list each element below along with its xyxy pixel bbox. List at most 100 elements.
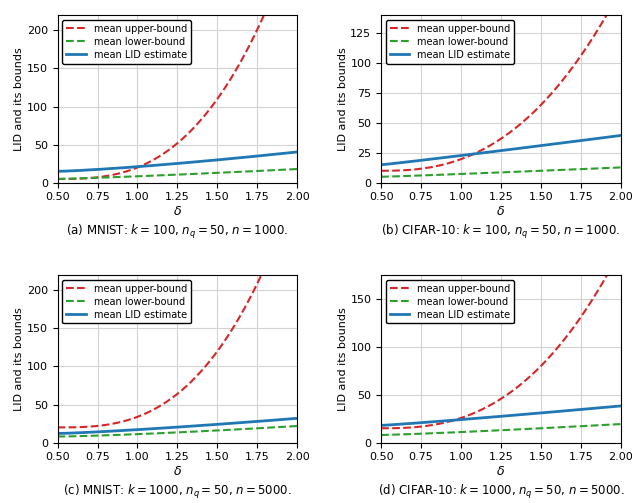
Line: mean LID estimate: mean LID estimate — [381, 406, 621, 426]
mean LID estimate — [282, 150, 289, 156]
mean LID estimate — [605, 404, 612, 410]
mean upper-bound — [54, 176, 61, 182]
Line: mean lower-bound: mean lower-bound — [381, 424, 621, 435]
mean upper-bound — [99, 174, 106, 180]
Line: mean lower-bound: mean lower-bound — [58, 169, 297, 179]
Y-axis label: LID and its bounds: LID and its bounds — [337, 47, 348, 151]
mean lower-bound — [596, 422, 604, 428]
mean lower-bound — [63, 176, 71, 182]
mean upper-bound — [273, 237, 280, 243]
mean LID estimate — [617, 132, 625, 138]
mean lower-bound — [99, 433, 106, 439]
mean upper-bound — [118, 170, 125, 176]
Line: mean LID estimate: mean LID estimate — [58, 418, 297, 434]
mean upper-bound — [378, 425, 385, 431]
X-axis label: $\delta$: $\delta$ — [497, 205, 506, 218]
mean upper-bound — [441, 420, 449, 426]
mean upper-bound — [63, 176, 71, 182]
X-axis label: $\delta$: $\delta$ — [497, 465, 506, 478]
Text: (c) MNIST: $k = 1000$, $n_q = 50$, $n = 5000$.: (c) MNIST: $k = 1000$, $n_q = 50$, $n = … — [63, 483, 292, 501]
Y-axis label: LID and its bounds: LID and its bounds — [338, 307, 348, 410]
mean lower-bound — [422, 173, 429, 179]
mean upper-bound — [605, 269, 612, 275]
mean LID estimate — [118, 428, 125, 434]
mean lower-bound — [68, 176, 76, 182]
mean LID estimate — [54, 431, 61, 437]
Text: (d) CIFAR-10: $k = 1000$, $n_q = 50$, $n = 5000$.: (d) CIFAR-10: $k = 1000$, $n_q = 50$, $n… — [378, 483, 624, 501]
mean lower-bound — [273, 424, 280, 430]
Line: mean upper-bound: mean upper-bound — [58, 0, 297, 179]
Legend: mean upper-bound, mean lower-bound, mean LID estimate: mean upper-bound, mean lower-bound, mean… — [386, 20, 515, 63]
mean lower-bound — [54, 176, 61, 182]
mean LID estimate — [63, 430, 71, 436]
X-axis label: $\delta$: $\delta$ — [173, 465, 182, 478]
mean upper-bound — [422, 165, 429, 171]
mean lower-bound — [378, 174, 385, 180]
mean LID estimate — [378, 423, 385, 429]
mean upper-bound — [293, 183, 301, 189]
mean lower-bound — [605, 165, 612, 171]
mean lower-bound — [422, 431, 429, 437]
mean LID estimate — [68, 430, 76, 436]
mean LID estimate — [63, 168, 71, 174]
Text: (a) MNIST: $k = 100$, $n_q = 50$, $n = 1000$.: (a) MNIST: $k = 100$, $n_q = 50$, $n = 1… — [67, 223, 289, 241]
mean lower-bound — [596, 165, 604, 172]
Legend: mean upper-bound, mean lower-bound, mean LID estimate: mean upper-bound, mean lower-bound, mean… — [63, 280, 191, 323]
mean upper-bound — [387, 167, 395, 174]
Line: mean lower-bound: mean lower-bound — [58, 426, 297, 437]
mean LID estimate — [422, 420, 429, 426]
mean lower-bound — [273, 167, 280, 173]
mean LID estimate — [387, 422, 395, 428]
mean lower-bound — [387, 432, 395, 438]
mean upper-bound — [617, 246, 625, 253]
mean upper-bound — [99, 423, 106, 429]
mean LID estimate — [441, 418, 449, 424]
mean LID estimate — [387, 161, 395, 167]
mean upper-bound — [441, 161, 449, 167]
mean upper-bound — [118, 419, 125, 425]
Line: mean lower-bound: mean lower-bound — [381, 167, 621, 177]
mean LID estimate — [422, 157, 429, 163]
mean LID estimate — [392, 422, 399, 428]
mean upper-bound — [63, 425, 71, 431]
mean LID estimate — [605, 134, 612, 140]
mean upper-bound — [68, 176, 76, 182]
Text: (b) CIFAR-10: $k = 100$, $n_q = 50$, $n = 1000$.: (b) CIFAR-10: $k = 100$, $n_q = 50$, $n … — [381, 223, 621, 241]
mean upper-bound — [378, 168, 385, 174]
mean upper-bound — [596, 23, 604, 29]
mean lower-bound — [54, 434, 61, 440]
Line: mean LID estimate: mean LID estimate — [58, 152, 297, 172]
mean LID estimate — [99, 166, 106, 172]
mean LID estimate — [596, 405, 604, 411]
mean LID estimate — [378, 162, 385, 168]
Line: mean upper-bound: mean upper-bound — [58, 186, 297, 428]
mean lower-bound — [617, 421, 625, 427]
mean LID estimate — [68, 168, 76, 174]
mean LID estimate — [54, 169, 61, 175]
mean lower-bound — [392, 174, 399, 180]
mean upper-bound — [282, 215, 289, 221]
mean upper-bound — [596, 284, 604, 290]
mean upper-bound — [392, 167, 399, 174]
mean LID estimate — [99, 429, 106, 435]
mean lower-bound — [392, 432, 399, 438]
mean lower-bound — [282, 424, 289, 430]
mean lower-bound — [378, 432, 385, 438]
mean upper-bound — [54, 425, 61, 431]
Line: mean upper-bound: mean upper-bound — [381, 0, 621, 171]
mean LID estimate — [596, 135, 604, 141]
Y-axis label: LID and its bounds: LID and its bounds — [14, 307, 24, 410]
mean lower-bound — [63, 434, 71, 440]
mean lower-bound — [68, 433, 76, 439]
X-axis label: $\delta$: $\delta$ — [173, 205, 182, 218]
mean LID estimate — [617, 403, 625, 409]
mean lower-bound — [441, 430, 449, 436]
mean lower-bound — [282, 166, 289, 173]
mean LID estimate — [293, 415, 301, 422]
mean lower-bound — [441, 172, 449, 178]
mean LID estimate — [392, 160, 399, 166]
mean upper-bound — [387, 425, 395, 431]
Legend: mean upper-bound, mean lower-bound, mean LID estimate: mean upper-bound, mean lower-bound, mean… — [63, 20, 191, 63]
Line: mean LID estimate: mean LID estimate — [381, 135, 621, 165]
mean LID estimate — [273, 151, 280, 157]
